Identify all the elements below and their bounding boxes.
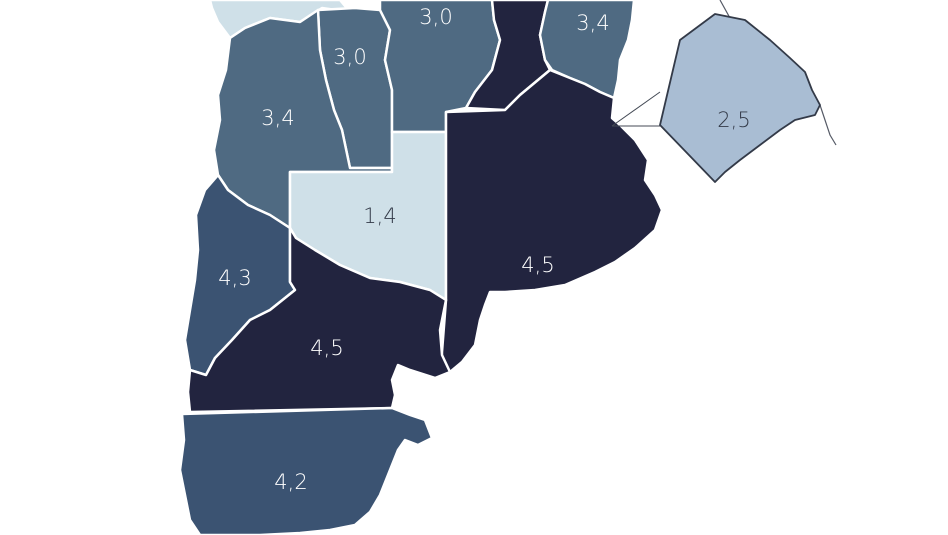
label-center: 1,4 bbox=[363, 204, 396, 228]
label-northwest: 3,4 bbox=[261, 106, 294, 130]
label-east: 4,5 bbox=[521, 253, 554, 277]
label-top-right: 3,4 bbox=[576, 11, 609, 35]
label-south-mid: 4,5 bbox=[310, 336, 343, 360]
label-top-mid: 3,0 bbox=[419, 5, 452, 29]
label-inset: 2,5 bbox=[717, 108, 750, 132]
inset-connector-top bbox=[611, 91, 661, 127]
region-inset bbox=[659, 13, 821, 183]
region-south-mid bbox=[186, 226, 452, 414]
label-west: 4,3 bbox=[218, 266, 251, 290]
label-south: 4,2 bbox=[274, 470, 307, 494]
region-south bbox=[178, 406, 434, 535]
region-east bbox=[438, 68, 664, 380]
label-top-narrow: 3,0 bbox=[333, 45, 366, 69]
